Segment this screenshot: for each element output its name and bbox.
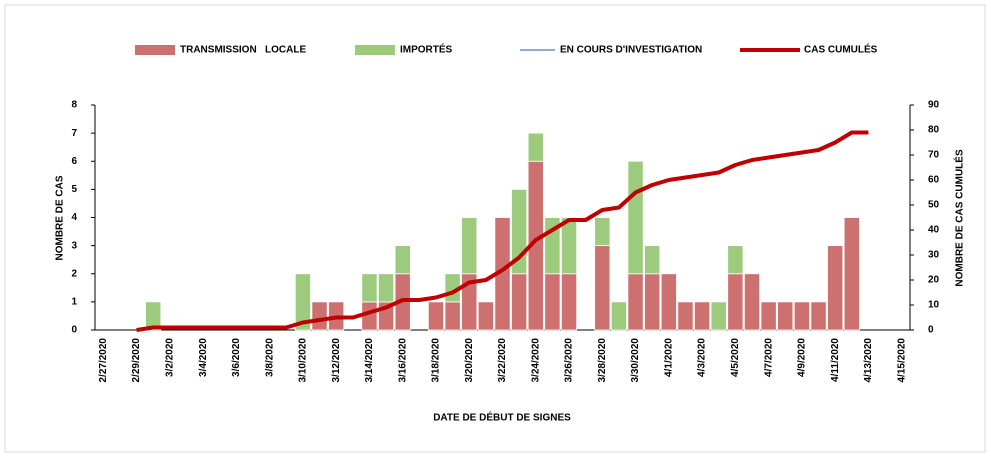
bar <box>760 301 777 331</box>
bar <box>145 301 162 331</box>
x-tick-label: 3/28/2020 <box>597 338 608 383</box>
x-tick-label: 3/10/2020 <box>298 338 309 383</box>
x-tick-label: 2/27/2020 <box>98 338 109 383</box>
x-tick-label: 3/14/2020 <box>364 338 375 383</box>
bar <box>743 273 761 331</box>
y-tick-label: 8 <box>71 100 77 111</box>
bar <box>660 273 677 331</box>
x-tick-label: 4/15/2020 <box>896 338 907 383</box>
bar <box>427 301 445 331</box>
x-tick-label: 3/4/2020 <box>198 338 209 377</box>
x-tick-label: 3/16/2020 <box>397 338 408 383</box>
y2-tick-label: 10 <box>928 300 940 311</box>
bar <box>511 273 528 331</box>
bar <box>378 273 395 303</box>
x-tick-label: 4/5/2020 <box>730 338 741 377</box>
legend-label: EN COURS D'INVESTIGATION <box>560 45 702 56</box>
bar <box>311 301 328 331</box>
y2-tick-label: 0 <box>928 325 934 336</box>
bar <box>644 273 661 331</box>
x-tick-label: 3/24/2020 <box>530 338 541 383</box>
bar <box>361 273 378 303</box>
bar <box>677 301 694 331</box>
y2-tick-label: 80 <box>928 125 940 136</box>
x-tick-label: 3/22/2020 <box>497 338 508 383</box>
x-tick-label: 3/2/2020 <box>164 338 175 377</box>
y2-tick-label: 60 <box>928 175 940 186</box>
bar <box>727 273 744 331</box>
y-tick-label: 3 <box>71 240 77 251</box>
y2-tick-label: 20 <box>928 275 940 286</box>
x-tick-label: 3/20/2020 <box>464 338 475 383</box>
bar <box>527 132 544 162</box>
bar <box>477 301 494 331</box>
bar <box>294 273 311 331</box>
legend-label: TRANSMISSION LOCALE <box>180 45 306 56</box>
bar <box>710 301 727 331</box>
y2-tick-label: 40 <box>928 225 940 236</box>
y-tick-label: 1 <box>71 297 77 308</box>
x-tick-label: 2/29/2020 <box>131 338 142 383</box>
x-tick-label: 4/1/2020 <box>663 338 674 377</box>
bar <box>694 301 711 331</box>
y-axis-title: NOMBRE DE CAS <box>55 175 66 260</box>
bar <box>461 217 478 275</box>
bar <box>827 245 844 331</box>
bar <box>610 301 627 331</box>
y2-tick-label: 50 <box>928 200 940 211</box>
legend-label: IMPORTÉS <box>400 43 453 56</box>
bar <box>594 217 611 247</box>
y-tick-label: 0 <box>71 325 77 336</box>
bar <box>627 273 644 331</box>
x-tick-label: 3/6/2020 <box>231 338 242 377</box>
bar <box>644 245 661 275</box>
bar <box>560 273 578 331</box>
y-tick-label: 6 <box>71 156 77 167</box>
x-tick-label: 4/11/2020 <box>830 338 841 382</box>
bar <box>727 245 744 275</box>
y2-tick-label: 70 <box>928 150 940 161</box>
x-tick-label: 4/9/2020 <box>797 338 808 377</box>
bar <box>843 217 860 331</box>
x-axis-title: DATE DE DÉBUT DE SIGNES <box>433 411 571 424</box>
bar <box>394 245 411 275</box>
y-tick-label: 5 <box>71 184 77 195</box>
legend-swatch <box>355 45 395 55</box>
y-tick-label: 2 <box>71 268 77 279</box>
x-tick-label: 3/18/2020 <box>431 338 442 383</box>
bar <box>560 217 578 275</box>
legend-swatch <box>135 45 175 55</box>
bar <box>810 301 827 331</box>
bar <box>594 245 611 331</box>
x-tick-label: 3/30/2020 <box>630 338 641 383</box>
bar <box>793 301 810 331</box>
x-tick-label: 3/26/2020 <box>564 338 575 383</box>
y2-tick-label: 30 <box>928 250 940 261</box>
x-tick-label: 4/13/2020 <box>863 338 874 383</box>
x-tick-label: 4/7/2020 <box>763 338 774 377</box>
x-tick-label: 3/8/2020 <box>264 338 275 377</box>
y2-tick-label: 90 <box>928 100 940 111</box>
bar <box>544 273 561 331</box>
line <box>136 130 869 332</box>
y-tick-label: 7 <box>71 128 77 139</box>
bar <box>444 301 461 331</box>
legend-label: CAS CUMULÉS <box>804 43 878 56</box>
bar <box>777 301 794 331</box>
y2-axis-title: NOMBRE DE CAS CUMULÉS <box>953 149 966 287</box>
x-tick-label: 3/12/2020 <box>331 338 342 383</box>
y-tick-label: 4 <box>71 212 77 223</box>
x-tick-label: 4/3/2020 <box>697 338 708 377</box>
bar <box>627 160 644 275</box>
